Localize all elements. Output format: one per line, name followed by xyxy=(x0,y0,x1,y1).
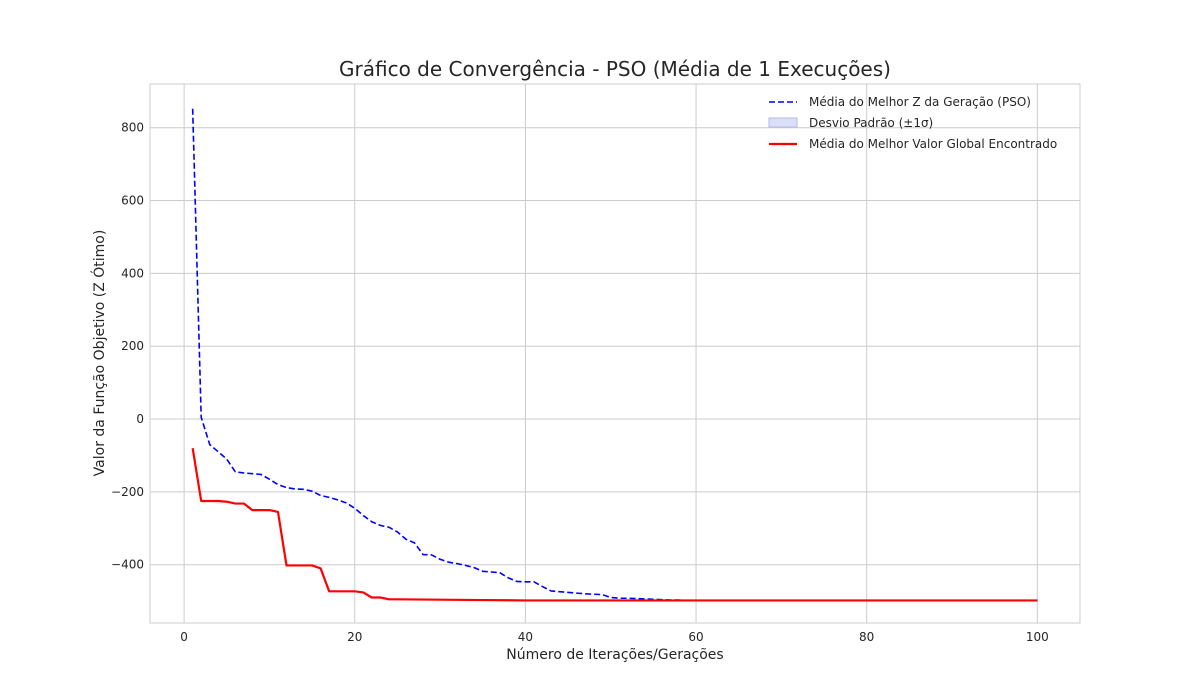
series-line-0 xyxy=(191,108,1038,602)
series-line-2 xyxy=(191,448,1038,602)
x-tick-label: 80 xyxy=(859,630,874,644)
legend-label-1: Desvio Padrão (±1σ) xyxy=(809,116,933,130)
legend-label-2: Média do Melhor Valor Global Encontrado xyxy=(809,137,1057,151)
legend-label-0: Média do Melhor Z da Geração (PSO) xyxy=(809,95,1031,109)
y-tick-label: 400 xyxy=(121,266,144,280)
y-tick-label: 200 xyxy=(121,339,144,353)
chart-title: Gráfico de Convergência - PSO (Média de … xyxy=(339,57,891,81)
plot-area: 0 20 40 60 80 100 −400 −200 0 200 400 600 800 xyxy=(111,83,1081,644)
y-tick-label: 600 xyxy=(121,194,144,208)
x-tick-label: 0 xyxy=(180,630,188,644)
y-tick-label: −200 xyxy=(111,485,144,499)
x-axis-label: Número de Iterações/Gerações xyxy=(506,647,723,663)
x-tick-label: 40 xyxy=(518,630,533,644)
x-tick-label: 20 xyxy=(347,630,362,644)
axes-frame xyxy=(149,83,1081,624)
x-tick-label: 100 xyxy=(1026,630,1049,644)
legend: Média do Melhor Z da Geração (PSO) Desvio… xyxy=(768,95,1057,151)
axes-background xyxy=(150,84,1080,623)
x-tick-label: 60 xyxy=(688,630,703,644)
y-axis-label: Valor da Função Objetivo (Z Ótimo) xyxy=(90,230,108,477)
y-tick-label: 800 xyxy=(121,121,144,135)
legend-swatch-1 xyxy=(768,117,798,128)
y-tick-label: 0 xyxy=(136,412,144,426)
y-tick-label: −400 xyxy=(111,558,144,572)
